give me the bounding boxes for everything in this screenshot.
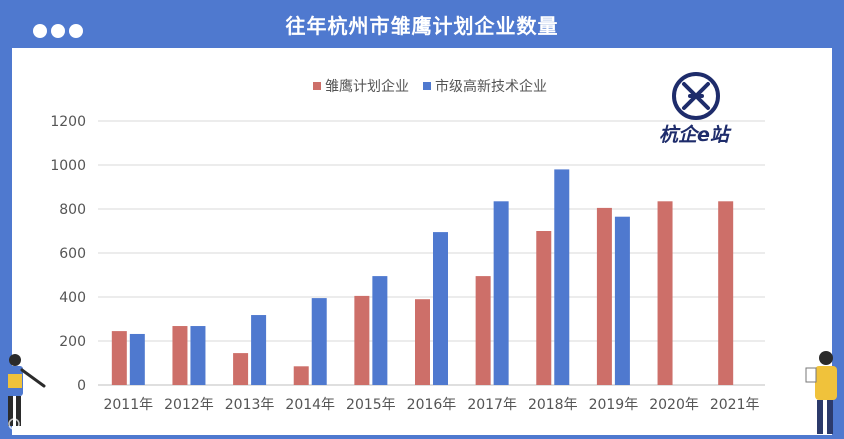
y-tick-label: 0 [77, 378, 86, 394]
bar-series2 [251, 315, 267, 385]
bar-series2 [311, 298, 327, 385]
legend-label: 雏鹰计划企业 [325, 78, 409, 95]
person-left-icon [7, 354, 46, 426]
gridlines [98, 120, 765, 386]
x-tick-label: 2020年 [649, 397, 699, 413]
legend-label: 市级高新技术企业 [435, 78, 547, 95]
x-tick-label: 2018年 [528, 397, 578, 413]
x-tick-labels: 2011年 2012年 2013年 2014年 2015年 2016年 2017年 2018年… [103, 397, 759, 413]
bar-series1 [233, 353, 249, 385]
legend-swatch [313, 82, 321, 90]
bar-series2 [190, 326, 206, 385]
bar-series1 [415, 299, 430, 385]
bar-series1 [718, 201, 734, 385]
legend: 雏鹰计划企业 市级高新技术企业 [313, 78, 547, 95]
x-tick-label: 2019年 [589, 397, 639, 413]
x-tick-label: 2016年 [407, 397, 457, 413]
x-tick-label: 2014年 [285, 397, 335, 413]
y-tick-label: 200 [59, 334, 86, 350]
legend-swatch [423, 82, 431, 90]
bar-series1 [293, 366, 309, 385]
header-bar: 往年杭州市雏鹰计划企业数量 [0, 0, 844, 48]
logo: 杭企e站 [659, 72, 732, 146]
person-right-icon [805, 351, 837, 434]
bar-series1 [354, 295, 370, 385]
page-title: 往年杭州市雏鹰计划企业数量 [285, 14, 559, 38]
y-tick-label: 400 [59, 290, 86, 306]
y-tick-label: 600 [59, 246, 86, 262]
bar-series1 [172, 326, 188, 385]
x-tick-label: 2013年 [225, 397, 275, 413]
bar-series2 [372, 276, 388, 385]
bar-series2 [614, 216, 630, 385]
y-tick-labels: 0 200 400 600 800 1000 1200 [50, 114, 86, 394]
bar-series1 [596, 207, 612, 385]
dot-icon [69, 24, 83, 38]
x-tick-label: 2011年 [103, 397, 153, 413]
bar-series2 [554, 169, 570, 385]
bars [111, 169, 734, 385]
logo-text: 杭企e站 [659, 124, 732, 146]
bar-series2 [433, 232, 448, 385]
y-tick-label: 800 [59, 202, 86, 218]
bar-series2 [129, 333, 145, 385]
watermark: 大数跨境 [8, 417, 96, 433]
watermark-icon [8, 418, 20, 430]
bar-series1 [536, 231, 552, 385]
bar-series1 [475, 276, 491, 385]
x-tick-label: 2021年 [710, 397, 760, 413]
watermark-text: 大数跨境 [40, 417, 96, 433]
logo-ring-icon [672, 72, 720, 120]
bar-series2 [493, 201, 509, 385]
logo-mark-icon [682, 82, 710, 110]
dot-icon [51, 24, 65, 38]
x-tick-label: 2017年 [467, 397, 517, 413]
y-tick-label: 1000 [50, 158, 86, 174]
y-tick-label: 1200 [50, 114, 86, 130]
x-tick-label: 2012年 [164, 397, 214, 413]
x-tick-label: 2015年 [346, 397, 396, 413]
bar-series1 [657, 201, 673, 385]
dot-icon [33, 24, 47, 38]
bar-series1 [111, 331, 127, 385]
